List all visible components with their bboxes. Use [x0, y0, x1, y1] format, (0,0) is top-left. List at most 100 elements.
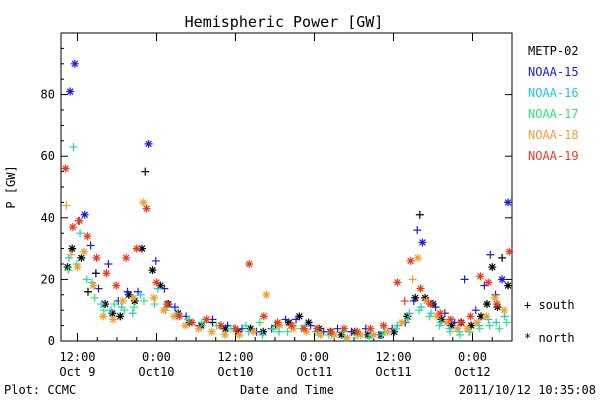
data-point: [398, 318, 407, 327]
y-tick-label: 80: [41, 88, 55, 102]
x-tick-label-time: 12:00: [59, 350, 95, 364]
x-tick-label-date: Oct 9: [59, 365, 95, 379]
data-point: [484, 278, 493, 287]
data-point: [488, 263, 497, 272]
data-point: [235, 330, 244, 339]
data-point: [408, 275, 417, 284]
x-tick-label-date: Oct10: [138, 365, 174, 379]
data-point: [498, 253, 507, 262]
data-point: [340, 324, 349, 333]
data-point: [304, 318, 313, 327]
data-point: [116, 312, 125, 321]
y-axis-label: P [GW]: [4, 165, 18, 208]
data-point: [436, 309, 445, 318]
data-point: [107, 306, 116, 315]
data-point: [405, 309, 414, 318]
data-point: [456, 318, 465, 327]
data-point: [505, 247, 514, 256]
data-point: [153, 284, 162, 293]
data-point: [139, 198, 148, 207]
data-point: [273, 318, 282, 327]
data-point: [170, 312, 179, 321]
x-tick-label-time: 0:00: [142, 350, 171, 364]
data-point: [476, 272, 485, 281]
x-tick-label-time: 0:00: [300, 350, 329, 364]
legend-south-marker: + south: [524, 298, 575, 312]
data-point: [255, 318, 264, 327]
data-point: [118, 296, 127, 305]
legend-north-marker: * north: [524, 331, 575, 345]
data-point: [163, 300, 172, 309]
legend-item-metp-02: METP-02: [528, 44, 579, 58]
data-point: [390, 327, 399, 336]
data-point: [99, 306, 108, 315]
data-point: [144, 139, 153, 148]
data-point: [110, 300, 119, 309]
data-point: [473, 318, 482, 327]
data-point: [124, 290, 133, 299]
data-point: [242, 321, 251, 330]
data-point: [403, 312, 412, 321]
data-point: [326, 327, 335, 336]
data-point: [460, 275, 469, 284]
data-point: [269, 324, 278, 333]
y-tick-label: 0: [48, 334, 55, 348]
data-point: [68, 223, 77, 232]
data-point: [181, 321, 190, 330]
data-point: [365, 333, 374, 342]
data-point: [400, 296, 409, 305]
data-point: [259, 327, 268, 336]
data-point: [108, 309, 117, 318]
series-noaa-18: [62, 198, 509, 342]
data-point: [274, 327, 283, 336]
data-point: [150, 300, 159, 309]
data-point: [102, 269, 111, 278]
data-point: [128, 309, 137, 318]
data-point: [136, 290, 145, 299]
data-point: [66, 87, 75, 96]
data-point: [249, 327, 258, 336]
chart-title: Hemispheric Power [GW]: [185, 13, 384, 31]
data-point: [504, 198, 513, 207]
data-point: [132, 244, 141, 253]
data-point: [175, 312, 184, 321]
data-point: [467, 321, 476, 330]
data-point: [495, 324, 504, 333]
data-point: [485, 321, 494, 330]
data-point: [86, 241, 95, 250]
data-point: [356, 330, 365, 339]
data-point: [437, 315, 446, 324]
x-tick-label-date: Oct12: [454, 365, 490, 379]
data-point: [76, 229, 85, 238]
data-point: [73, 263, 82, 272]
data-point: [104, 260, 113, 268]
data-point: [207, 327, 216, 336]
data-point: [262, 290, 271, 299]
data-point: [337, 330, 346, 339]
data-point: [287, 321, 296, 330]
data-point: [129, 293, 138, 302]
data-point: [413, 253, 422, 262]
data-point: [156, 281, 165, 290]
data-point: [89, 281, 98, 290]
data-point: [97, 300, 106, 309]
data-point: [492, 300, 501, 309]
data-point: [221, 324, 230, 333]
data-point: [366, 324, 375, 333]
data-point: [148, 266, 157, 275]
data-point: [442, 318, 451, 327]
data-point: [413, 226, 422, 235]
x-tick-label-date: Oct11: [375, 365, 411, 379]
data-point: [409, 296, 418, 305]
legend-item-noaa-16: NOAA-16: [528, 86, 579, 100]
y-tick-label: 40: [41, 211, 55, 225]
data-point: [415, 210, 424, 219]
data-point: [493, 303, 502, 312]
data-point: [416, 284, 425, 293]
data-point: [159, 306, 168, 315]
x-axis-label: Date and Time: [240, 383, 334, 397]
data-point: [170, 303, 179, 312]
x-tick-label-time: 12:00: [375, 350, 411, 364]
data-point: [188, 318, 197, 327]
data-point: [504, 281, 513, 290]
